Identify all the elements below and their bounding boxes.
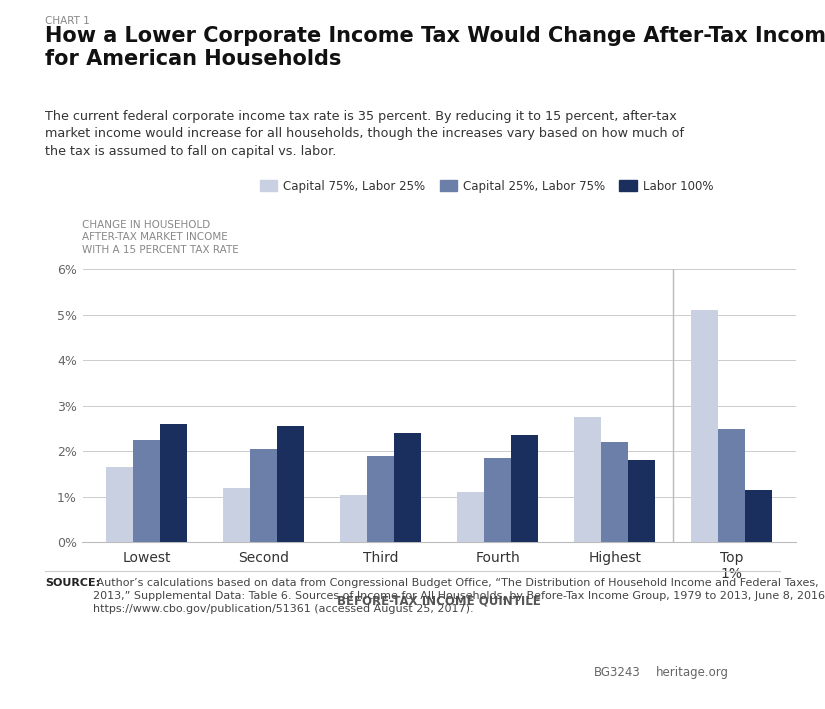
Bar bbox=[484, 458, 512, 542]
Text: How a Lower Corporate Income Tax Would Change After-Tax Income
for American Hous: How a Lower Corporate Income Tax Would C… bbox=[45, 26, 825, 69]
Text: CHART 1: CHART 1 bbox=[45, 16, 90, 26]
Bar bbox=[691, 311, 719, 542]
Bar bbox=[134, 440, 160, 542]
Bar bbox=[106, 467, 134, 542]
Bar bbox=[394, 433, 422, 542]
Bar bbox=[719, 429, 745, 542]
Text: The current federal corporate income tax rate is 35 percent. By reducing it to 1: The current federal corporate income tax… bbox=[45, 110, 685, 158]
Bar bbox=[574, 418, 601, 542]
Text: CHANGE IN HOUSEHOLD: CHANGE IN HOUSEHOLD bbox=[82, 220, 210, 230]
Bar bbox=[601, 442, 629, 542]
Text: Author’s calculations based on data from Congressional Budget Office, “The Distr: Author’s calculations based on data from… bbox=[93, 578, 825, 614]
Bar bbox=[745, 490, 772, 542]
X-axis label: BEFORE-TAX INCOME QUINTILE: BEFORE-TAX INCOME QUINTILE bbox=[337, 595, 541, 608]
Bar bbox=[457, 492, 484, 542]
Bar bbox=[224, 488, 250, 542]
Bar bbox=[341, 495, 367, 542]
Bar bbox=[367, 456, 394, 542]
Text: SOURCE:: SOURCE: bbox=[45, 578, 101, 588]
Text: heritage.org: heritage.org bbox=[656, 666, 728, 679]
Bar bbox=[250, 449, 277, 542]
Bar bbox=[629, 461, 655, 542]
Text: AFTER-TAX MARKET INCOME: AFTER-TAX MARKET INCOME bbox=[82, 233, 229, 242]
Bar bbox=[277, 426, 304, 542]
Text: BG3243: BG3243 bbox=[594, 666, 641, 679]
Text: WITH A 15 PERCENT TAX RATE: WITH A 15 PERCENT TAX RATE bbox=[82, 245, 239, 255]
Bar bbox=[160, 424, 187, 542]
Bar bbox=[512, 435, 538, 542]
Legend: Capital 75%, Labor 25%, Capital 25%, Labor 75%, Labor 100%: Capital 75%, Labor 25%, Capital 25%, Lab… bbox=[260, 180, 714, 193]
